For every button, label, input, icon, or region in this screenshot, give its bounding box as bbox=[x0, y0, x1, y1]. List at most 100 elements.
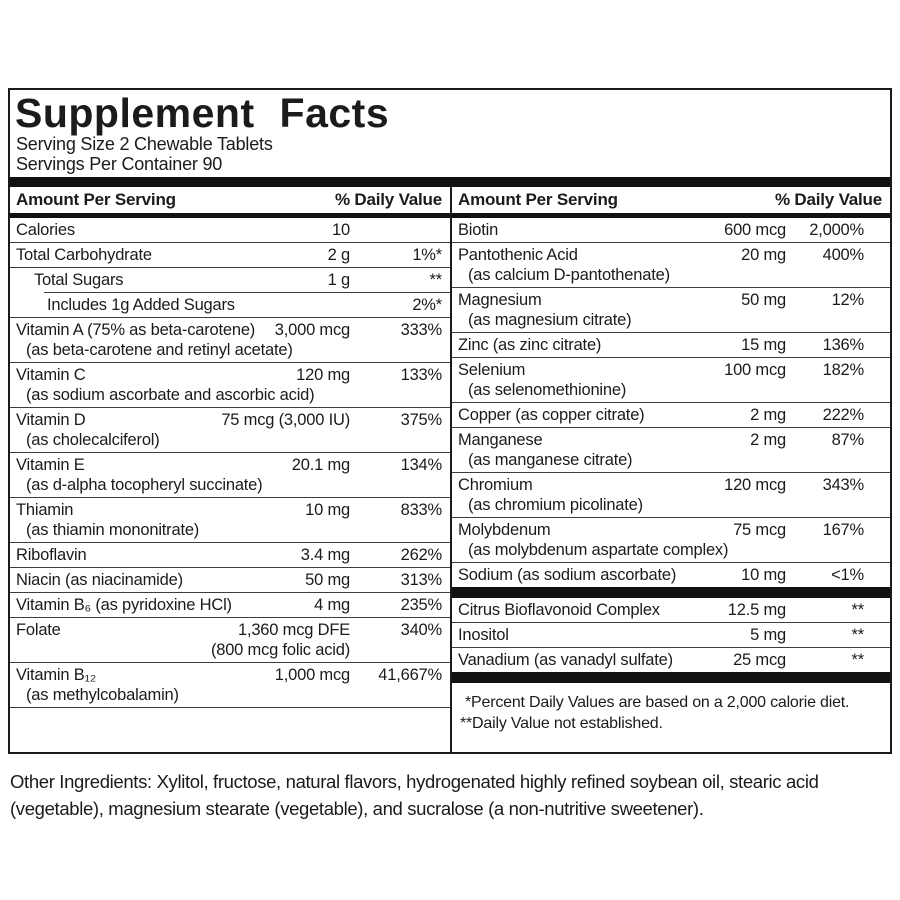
table-row: Copper (as copper citrate) 2 mg 222% bbox=[452, 403, 890, 427]
nutrient-amount-value: 10 mg bbox=[305, 501, 350, 519]
row-main-line: Manganese 2 mg 87% bbox=[452, 430, 890, 450]
nutrient-daily-value: 400% bbox=[822, 246, 865, 264]
table-row: Calories 10 bbox=[10, 218, 450, 242]
nutrient-form: (as beta-carotene and retinyl acetate) bbox=[26, 341, 293, 359]
other-ingredients-text: Other Ingredients: Xylitol, fructose, na… bbox=[10, 771, 819, 819]
table-row: Vitamin A (75% as beta-carotene) 3,000 mc… bbox=[10, 318, 450, 362]
facts-column-left: Amount Per Serving % Daily Value Calorie… bbox=[10, 187, 450, 752]
row-separator bbox=[452, 332, 890, 333]
nutrient-amount-value: 3.4 mg bbox=[300, 546, 350, 564]
nutrient-amount: 1,000 mcg bbox=[275, 665, 350, 685]
nutrient-name: Copper (as copper citrate) bbox=[458, 406, 645, 424]
row-separator bbox=[452, 242, 890, 243]
row-main-line: Citrus Bioflavonoid Complex 12.5 mg ** bbox=[452, 600, 890, 620]
nutrient-daily-value: 262% bbox=[400, 546, 443, 564]
nutrient-amount: 12.5 mg bbox=[728, 600, 786, 620]
table-row: Chromium 120 mcg 343% (as chromium picolina… bbox=[452, 473, 890, 517]
nutrient-amount-value: 50 mg bbox=[741, 291, 786, 309]
table-row: Total Sugars 1 g ** bbox=[10, 268, 450, 292]
nutrient-amount: 1,360 mcg DFE (800 mcg folic acid) bbox=[211, 620, 350, 660]
nutrient-daily-value: <1% bbox=[831, 566, 864, 584]
nutrient-name: Magnesium bbox=[458, 291, 542, 309]
footnote-daily-values: *Percent Daily Values are based on a 2,0… bbox=[465, 694, 850, 711]
nutrient-form: (as calcium D-pantothenate) bbox=[468, 266, 670, 284]
nutrient-name: Niacin (as niacinamide) bbox=[16, 571, 183, 589]
row-main-line: Inositol 5 mg ** bbox=[452, 625, 890, 645]
row-separator bbox=[10, 497, 450, 498]
row-main-line: Biotin 600 mcg 2,000% bbox=[452, 220, 890, 240]
row-separator bbox=[10, 542, 450, 543]
nutrient-daily-value: 343% bbox=[822, 476, 865, 494]
nutrient-form: (as manganese citrate) bbox=[468, 451, 633, 469]
nutrient-name: Total Carbohydrate bbox=[16, 246, 152, 264]
row-main-line: Includes 1g Added Sugars 2%* bbox=[10, 295, 450, 315]
nutrient-form: (as molybdenum aspartate complex) bbox=[468, 541, 729, 559]
nutrient-amount-value: 75 mcg (3,000 IU) bbox=[221, 411, 350, 429]
subheader-bar bbox=[10, 213, 450, 218]
table-row: Vitamin B₁₂ 1,000 mcg 41,667% (as methylcob… bbox=[10, 663, 450, 707]
nutrient-amount: 50 mg bbox=[741, 290, 786, 310]
nutrient-amount-value: 1 g bbox=[327, 271, 351, 289]
row-main-line: Vanadium (as vanadyl sulfate) 25 mcg ** bbox=[452, 650, 890, 670]
row-main-line: Chromium 120 mcg 343% bbox=[452, 475, 890, 495]
nutrient-name: Vitamin B₁₂ bbox=[16, 666, 97, 684]
row-separator bbox=[10, 592, 450, 593]
table-row: Vitamin E 20.1 mg 134% (as d-alpha tocopher… bbox=[10, 453, 450, 497]
table-row: Thiamin 10 mg 833% (as thiamin mononitrate) bbox=[10, 498, 450, 542]
table-row: Citrus Bioflavonoid Complex 12.5 mg ** bbox=[452, 598, 890, 622]
nutrient-daily-value: 1%* bbox=[412, 246, 442, 264]
table-row: Molybdenum 75 mcg 167% (as molybdenum aspar… bbox=[452, 518, 890, 562]
row-main-line: Vitamin A (75% as beta-carotene) 3,000 mc… bbox=[10, 320, 450, 340]
row-separator bbox=[452, 402, 890, 403]
row-separator bbox=[452, 472, 890, 473]
subheader-bar bbox=[452, 213, 890, 218]
row-main-line: Pantothenic Acid 20 mg 400% bbox=[452, 245, 890, 265]
nutrient-amount: 20.1 mg bbox=[292, 455, 350, 475]
table-row: Vitamin C 120 mg 133% (as sodium ascorbate … bbox=[10, 363, 450, 407]
nutrient-amount-value: 10 bbox=[332, 221, 350, 239]
nutrient-amount-value: 600 mcg bbox=[724, 221, 786, 239]
nutrient-form: (as cholecalciferol) bbox=[26, 431, 160, 449]
nutrient-daily-value: 333% bbox=[400, 321, 443, 339]
nutrient-amount-value: 15 mg bbox=[741, 336, 786, 354]
row-main-line: Sodium (as sodium ascorbate) 10 mg <1% bbox=[452, 565, 890, 585]
nutrient-name: Sodium (as sodium ascorbate) bbox=[458, 566, 677, 584]
row-main-line: Vitamin D 75 mcg (3,000 IU) 375% bbox=[10, 410, 450, 430]
nutrient-name: Total Sugars bbox=[34, 271, 124, 289]
nutrient-amount: 5 mg bbox=[750, 625, 786, 645]
nutrient-name: Vitamin D bbox=[16, 411, 86, 429]
nutrient-name: Pantothenic Acid bbox=[458, 246, 578, 264]
nutrient-name: Citrus Bioflavonoid Complex bbox=[458, 601, 660, 619]
row-main-line: Vitamin E 20.1 mg 134% bbox=[10, 455, 450, 475]
nutrient-name: Manganese bbox=[458, 431, 543, 449]
row-separator bbox=[452, 562, 890, 563]
nutrient-amount: 20 mg bbox=[741, 245, 786, 265]
nutrient-amount: 50 mg bbox=[305, 570, 350, 590]
table-row: Sodium (as sodium ascorbate) 10 mg <1% bbox=[452, 563, 890, 587]
row-main-line: Riboflavin 3.4 mg 262% bbox=[10, 545, 450, 565]
footnotes: *Percent Daily Values are based on a 2,0… bbox=[452, 683, 890, 734]
row-main-line: Molybdenum 75 mcg 167% bbox=[452, 520, 890, 540]
nutrient-daily-value: 313% bbox=[400, 571, 443, 589]
nutrient-daily-value: 136% bbox=[822, 336, 865, 354]
row-separator bbox=[44, 292, 450, 293]
table-row: Total Carbohydrate 2 g 1%* bbox=[10, 243, 450, 267]
row-separator bbox=[10, 452, 450, 453]
nutrient-name: Vitamin E bbox=[16, 456, 85, 474]
nutrient-name: Vitamin C bbox=[16, 366, 86, 384]
row-separator bbox=[10, 617, 450, 618]
daily-value-header: % Daily Value bbox=[774, 190, 882, 209]
nutrient-amount: 2 mg bbox=[750, 430, 786, 450]
nutrient-daily-value: 12% bbox=[831, 291, 865, 309]
table-row: Biotin 600 mcg 2,000% bbox=[452, 218, 890, 242]
nutrient-form: (as selenomethionine) bbox=[468, 381, 627, 399]
row-main-line: Vitamin C 120 mg 133% bbox=[10, 365, 450, 385]
nutrient-amount-value: 120 mg bbox=[296, 366, 350, 384]
nutrient-amount: 10 bbox=[332, 220, 350, 240]
daily-value-header: % Daily Value bbox=[334, 190, 442, 209]
nutrient-amount: 2 g bbox=[328, 245, 351, 265]
nutrient-amount-value: 10 mg bbox=[741, 566, 786, 584]
table-row: Inositol 5 mg ** bbox=[452, 623, 890, 647]
table-row: Manganese 2 mg 87% (as manganese citrate) bbox=[452, 428, 890, 472]
nutrient-amount-value: 2 mg bbox=[750, 406, 786, 424]
